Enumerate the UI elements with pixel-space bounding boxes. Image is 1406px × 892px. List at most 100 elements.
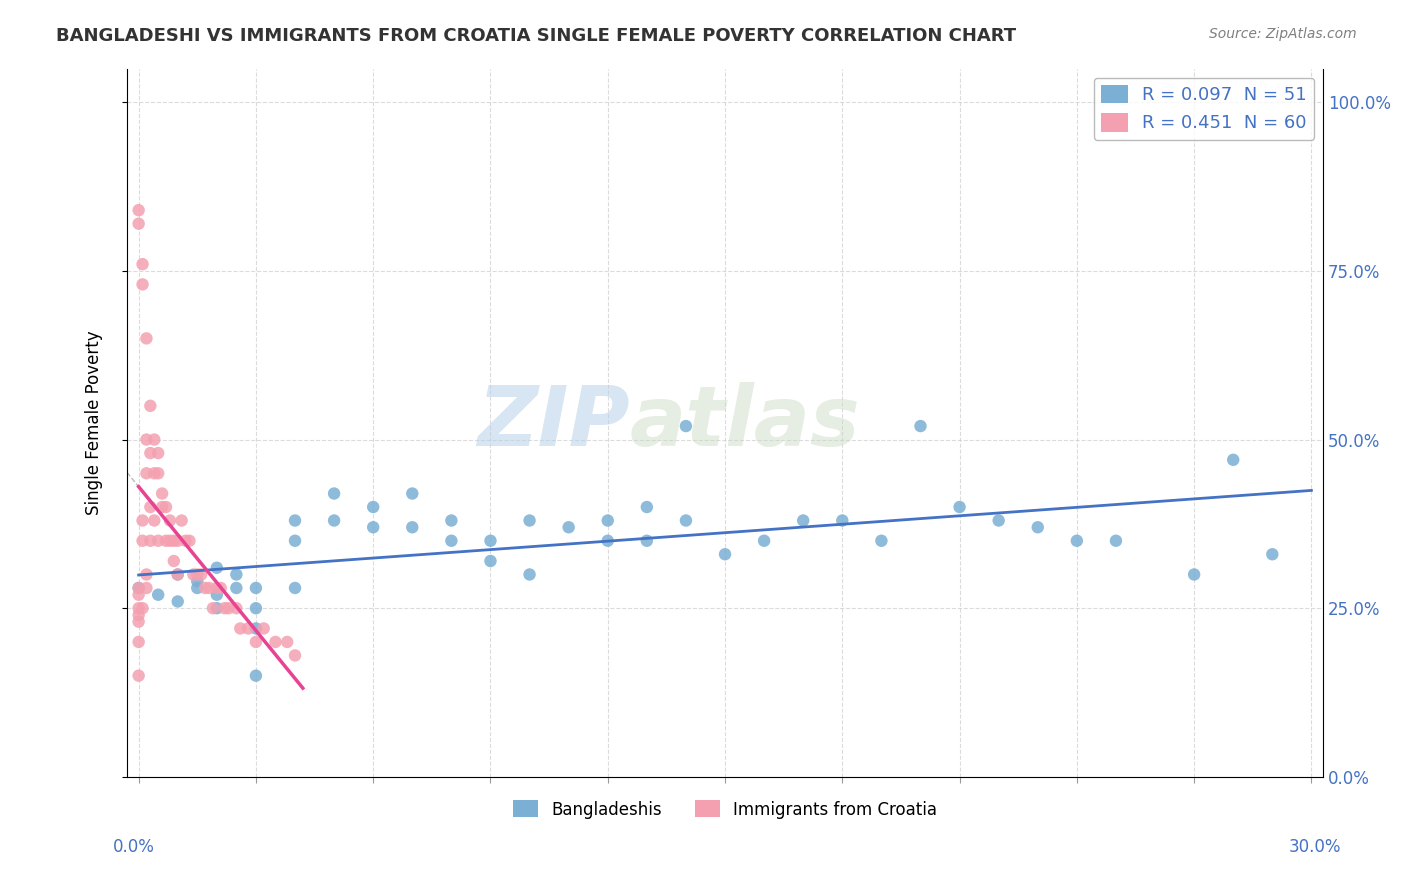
- Point: [170, 514, 193, 528]
- Point: [159, 533, 181, 548]
- Point: [675, 514, 697, 528]
- Point: [229, 622, 252, 636]
- Point: [128, 588, 150, 602]
- Point: [128, 203, 150, 218]
- Text: BANGLADESHI VS IMMIGRANTS FROM CROATIA SINGLE FEMALE POVERTY CORRELATION CHART: BANGLADESHI VS IMMIGRANTS FROM CROATIA S…: [56, 27, 1017, 45]
- Point: [245, 635, 267, 649]
- Point: [245, 601, 267, 615]
- Point: [323, 514, 346, 528]
- Point: [401, 520, 423, 534]
- Point: [205, 601, 228, 615]
- Point: [636, 533, 658, 548]
- Point: [135, 331, 157, 345]
- Point: [131, 514, 153, 528]
- Point: [131, 533, 153, 548]
- Point: [135, 567, 157, 582]
- Point: [128, 601, 150, 615]
- Point: [128, 581, 150, 595]
- Point: [159, 514, 181, 528]
- Point: [139, 500, 162, 514]
- Point: [174, 533, 197, 548]
- Point: [143, 514, 166, 528]
- Point: [201, 601, 224, 615]
- Point: [519, 514, 541, 528]
- Point: [1261, 547, 1284, 561]
- Point: [128, 668, 150, 682]
- Point: [218, 601, 240, 615]
- Point: [135, 433, 157, 447]
- Point: [155, 500, 177, 514]
- Y-axis label: Single Female Poverty: Single Female Poverty: [86, 330, 103, 515]
- Point: [179, 533, 201, 548]
- Point: [186, 567, 208, 582]
- Point: [1222, 452, 1244, 467]
- Point: [519, 567, 541, 582]
- Point: [910, 419, 932, 434]
- Point: [284, 648, 307, 663]
- Point: [714, 547, 737, 561]
- Point: [596, 533, 619, 548]
- Point: [128, 217, 150, 231]
- Point: [163, 533, 186, 548]
- Point: [557, 520, 579, 534]
- Point: [166, 533, 188, 548]
- Point: [166, 594, 188, 608]
- Point: [148, 446, 170, 460]
- Point: [225, 567, 247, 582]
- Point: [139, 446, 162, 460]
- Point: [401, 486, 423, 500]
- Point: [205, 588, 228, 602]
- Point: [870, 533, 893, 548]
- Point: [186, 581, 208, 595]
- Point: [245, 581, 267, 595]
- Text: atlas: atlas: [630, 382, 860, 463]
- Point: [150, 486, 173, 500]
- Point: [166, 567, 188, 582]
- Point: [1182, 567, 1205, 582]
- Point: [128, 607, 150, 622]
- Point: [128, 581, 150, 595]
- Point: [166, 567, 188, 582]
- Text: Source: ZipAtlas.com: Source: ZipAtlas.com: [1209, 27, 1357, 41]
- Point: [245, 668, 267, 682]
- Point: [792, 514, 814, 528]
- Point: [675, 419, 697, 434]
- Point: [186, 574, 208, 589]
- Point: [1066, 533, 1088, 548]
- Point: [479, 533, 502, 548]
- Point: [361, 500, 384, 514]
- Point: [284, 533, 307, 548]
- Point: [636, 500, 658, 514]
- Point: [128, 615, 150, 629]
- Point: [139, 399, 162, 413]
- Point: [1026, 520, 1049, 534]
- Point: [155, 533, 177, 548]
- Point: [214, 601, 236, 615]
- Point: [236, 622, 259, 636]
- Point: [479, 554, 502, 568]
- Point: [139, 533, 162, 548]
- Point: [128, 635, 150, 649]
- Point: [831, 514, 853, 528]
- Point: [440, 533, 463, 548]
- Point: [194, 581, 217, 595]
- Point: [752, 533, 775, 548]
- Point: [205, 581, 228, 595]
- Point: [323, 486, 346, 500]
- Point: [198, 581, 221, 595]
- Point: [148, 467, 170, 481]
- Point: [135, 581, 157, 595]
- Text: 0.0%: 0.0%: [112, 838, 155, 855]
- Point: [135, 467, 157, 481]
- Point: [148, 533, 170, 548]
- Point: [205, 560, 228, 574]
- Point: [143, 433, 166, 447]
- Text: ZIP: ZIP: [477, 382, 630, 463]
- Point: [987, 514, 1010, 528]
- Point: [245, 622, 267, 636]
- Point: [225, 581, 247, 595]
- Point: [143, 467, 166, 481]
- Point: [209, 581, 232, 595]
- Point: [440, 514, 463, 528]
- Point: [253, 622, 276, 636]
